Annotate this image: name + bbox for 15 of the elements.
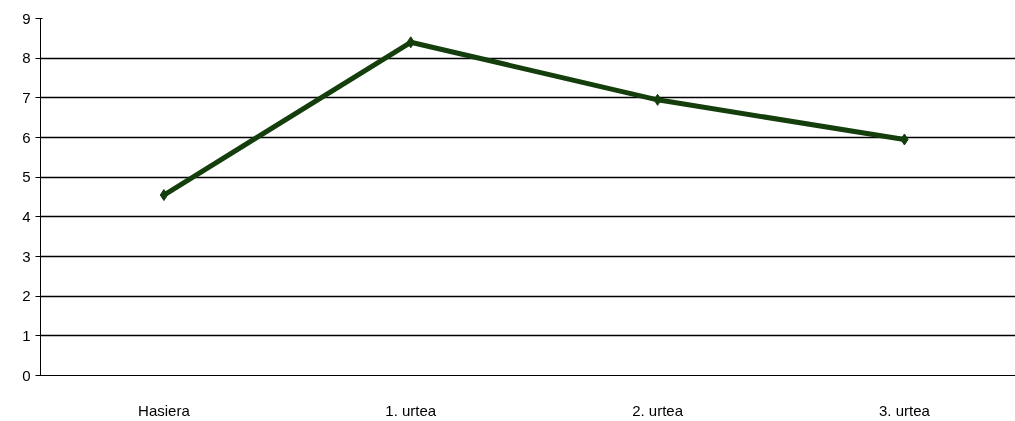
x-tick-label: 3. urtea [878,401,931,419]
y-tick-label: 3 [22,247,31,265]
y-tick-label: 9 [22,9,31,27]
x-tick-label: 1. urtea [385,401,437,419]
point [159,189,169,202]
y-tick-label: 5 [22,168,31,186]
y-tick-label: 0 [22,366,31,384]
y-tick-label: 7 [22,88,31,106]
y-tick-label: 4 [22,207,31,225]
y-tick-label: 2 [22,287,31,305]
x-tick-label: 2. urtea [632,401,684,419]
x-tick-label: Hasiera [138,401,191,419]
y-tick-label: 6 [22,128,31,146]
y-tick-label: 8 [22,49,31,67]
y-tick-label: 1 [22,326,31,344]
